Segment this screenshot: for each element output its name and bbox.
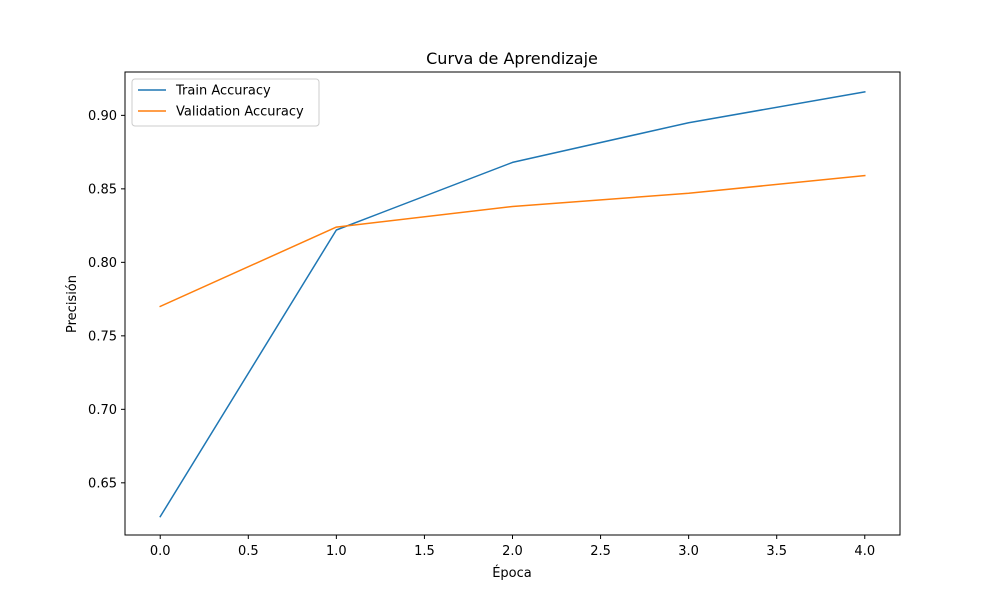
x-tick-label: 1.5 bbox=[414, 544, 435, 559]
y-tick-label: 0.80 bbox=[88, 256, 117, 271]
y-axis-title: Precisión bbox=[65, 275, 80, 333]
series-line-train-accuracy bbox=[159, 90, 866, 518]
legend-label-train-accuracy: Train Accuracy bbox=[175, 84, 271, 99]
legend-items: Train Accuracy Validation Accuracy bbox=[138, 84, 304, 120]
y-tick-label: 0.70 bbox=[88, 403, 117, 418]
x-tick-label: 2.0 bbox=[502, 544, 523, 559]
x-tick-label: 2.5 bbox=[590, 544, 611, 559]
y-tick-label: 0.85 bbox=[88, 182, 117, 197]
x-axis-title: Época bbox=[492, 565, 532, 581]
chart-title: Curva de Aprendizaje bbox=[426, 49, 598, 68]
x-tick-label: 3.0 bbox=[678, 544, 699, 559]
x-tick-label: 3.5 bbox=[766, 544, 787, 559]
legend-box bbox=[131, 78, 320, 127]
legend-label-validation-accuracy: Validation Accuracy bbox=[176, 105, 304, 120]
x-tick-label: 1.0 bbox=[326, 544, 347, 559]
series-line-validation-accuracy bbox=[159, 174, 866, 308]
x-tick-label: 0.5 bbox=[238, 544, 259, 559]
legend: Train Accuracy Validation Accuracy bbox=[131, 78, 320, 127]
x-tick-label: 0.0 bbox=[150, 544, 171, 559]
y-axis: 0.65 0.70 0.75 0.80 0.85 0.90 bbox=[88, 109, 125, 491]
x-tick-label: 4.0 bbox=[854, 544, 875, 559]
y-tick-label: 0.90 bbox=[88, 109, 117, 124]
x-axis: 0.0 0.5 1.0 1.5 2.0 2.5 3.0 3.5 4.0 bbox=[150, 535, 875, 559]
y-tick-label: 0.75 bbox=[88, 329, 117, 344]
y-tick-label: 0.65 bbox=[88, 476, 117, 491]
series-layer bbox=[159, 90, 866, 518]
